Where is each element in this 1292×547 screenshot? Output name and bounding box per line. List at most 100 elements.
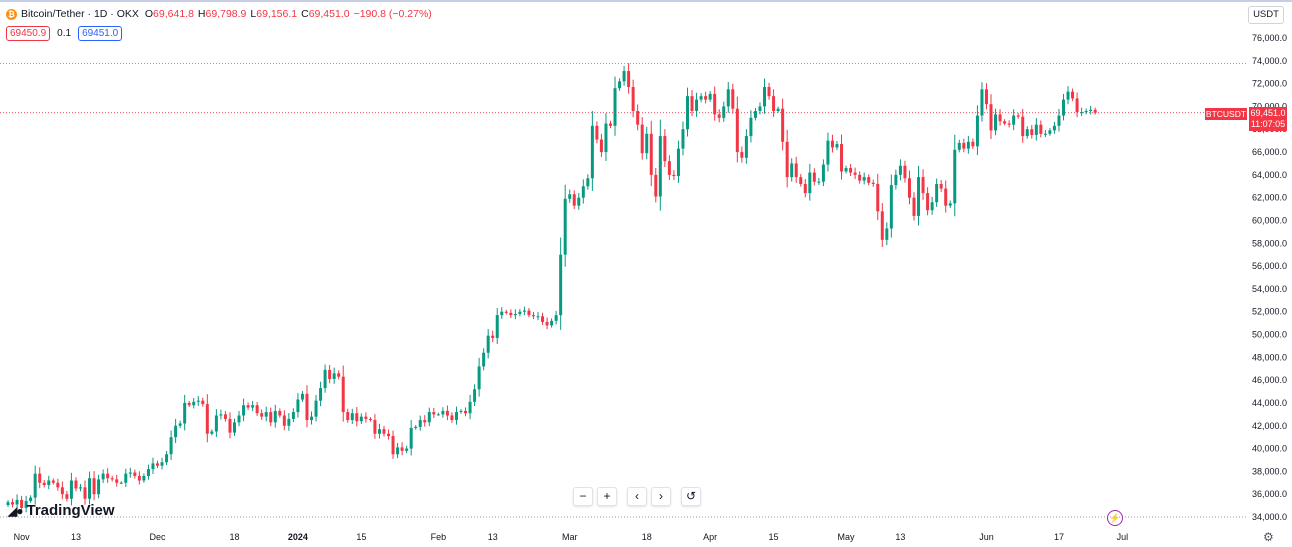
candle-body <box>889 185 893 229</box>
scroll-left-icon[interactable]: ‹ <box>627 487 647 506</box>
y-tick-label: 42,000.0 <box>1252 421 1287 431</box>
candle-body <box>880 211 884 240</box>
y-tick-label: 38,000.0 <box>1252 466 1287 476</box>
candle-body <box>513 313 517 316</box>
tradingview-logo-icon: ◢● <box>8 503 24 518</box>
y-tick-label: 34,000.0 <box>1252 512 1287 522</box>
candle-body <box>817 181 821 183</box>
candle-body <box>83 487 87 499</box>
y-tick-label: 48,000.0 <box>1252 352 1287 362</box>
y-tick-label: 54,000.0 <box>1252 284 1287 294</box>
buy-price-button[interactable]: 69451.0 <box>78 26 123 41</box>
candle-body <box>110 478 114 480</box>
candle-body <box>541 316 545 322</box>
candle-body <box>876 183 880 212</box>
candle-body <box>495 315 499 338</box>
candle-body <box>242 405 246 416</box>
candle-body <box>898 165 902 175</box>
candle-body <box>998 114 1002 122</box>
zoom-out-icon[interactable]: − <box>573 487 593 506</box>
candle-body <box>572 194 576 206</box>
candle-body <box>473 389 477 402</box>
candle-body <box>391 436 395 455</box>
candle-body <box>604 123 608 153</box>
candle-body <box>92 478 96 495</box>
candle-body <box>799 177 803 184</box>
candle-body <box>522 310 526 312</box>
candle-body <box>400 447 404 451</box>
candle-body <box>450 415 454 421</box>
candle-body <box>165 454 169 463</box>
reset-icon[interactable]: ↺ <box>681 487 701 506</box>
candle-body <box>24 501 28 508</box>
candle-body <box>1016 115 1020 117</box>
candle-body <box>835 144 839 148</box>
candle-body <box>953 149 957 204</box>
candle-body <box>849 168 853 173</box>
candle-body <box>894 174 898 186</box>
candle-body <box>726 89 730 107</box>
candle-body <box>310 416 314 421</box>
candle-body <box>1071 91 1075 99</box>
candle-body <box>518 311 522 314</box>
candle-body <box>377 429 381 434</box>
candle-body <box>744 136 748 158</box>
scroll-right-icon[interactable]: › <box>651 487 671 506</box>
candle-body <box>1039 124 1043 134</box>
candle-body <box>1034 124 1038 135</box>
candle-body <box>717 114 721 118</box>
candle-body <box>975 115 979 147</box>
candle-body <box>980 89 984 116</box>
lightning-icon[interactable]: ⚡ <box>1107 510 1123 526</box>
candle-body <box>174 425 178 438</box>
candle-body <box>921 177 925 194</box>
candle-body <box>504 311 508 313</box>
candle-body <box>427 412 431 423</box>
close-label: C <box>301 8 309 20</box>
x-tick-label: 17 <box>1054 532 1064 542</box>
candle-body <box>599 139 603 153</box>
candle-body <box>33 473 37 498</box>
candle-body <box>169 437 173 455</box>
candle-body <box>237 415 241 423</box>
candle-body <box>300 393 304 400</box>
candle-body <box>971 141 975 147</box>
candle-body <box>690 96 694 111</box>
candle-body <box>359 416 363 422</box>
candle-body <box>550 320 554 326</box>
settings-gear-icon[interactable]: ⚙ <box>1263 530 1274 544</box>
candle-body <box>1093 109 1097 113</box>
candle-body <box>763 87 767 107</box>
candle-body <box>38 473 42 483</box>
bar-countdown: 11:07:05 <box>1250 119 1286 129</box>
candle-body <box>862 177 866 181</box>
candle-body <box>396 447 400 455</box>
candle-body <box>939 183 943 189</box>
candle-body <box>1080 112 1084 114</box>
x-tick-label: Mar <box>562 532 578 542</box>
logo-text: TradingView <box>26 502 115 519</box>
candle-body <box>273 410 277 423</box>
candle-body <box>636 110 640 125</box>
candle-body <box>436 414 440 416</box>
tradingview-logo[interactable]: ◢● TradingView <box>8 502 115 519</box>
trade-panel: 69450.9 0.1 69451.0 <box>6 26 123 41</box>
candle-body <box>42 482 46 486</box>
candle-body <box>699 96 703 100</box>
sell-price-button[interactable]: 69450.9 <box>6 26 51 41</box>
currency-button[interactable]: USDT <box>1248 6 1284 24</box>
candle-body <box>155 463 159 466</box>
candle-body <box>867 177 871 183</box>
candle-body <box>464 410 468 414</box>
symbol-title[interactable]: Bitcoin/Tether · 1D · OKX <box>21 8 139 20</box>
zoom-in-icon[interactable]: + <box>597 487 617 506</box>
candle-body <box>251 405 255 408</box>
candle-body <box>332 373 336 380</box>
chart-nav-controls: − + ‹ › ↺ <box>573 487 705 506</box>
candle-body <box>994 114 998 131</box>
candle-body <box>282 415 286 426</box>
y-tick-label: 74,000.0 <box>1252 56 1287 66</box>
y-tick-label: 36,000.0 <box>1252 489 1287 499</box>
x-tick-label: Nov <box>14 532 31 542</box>
